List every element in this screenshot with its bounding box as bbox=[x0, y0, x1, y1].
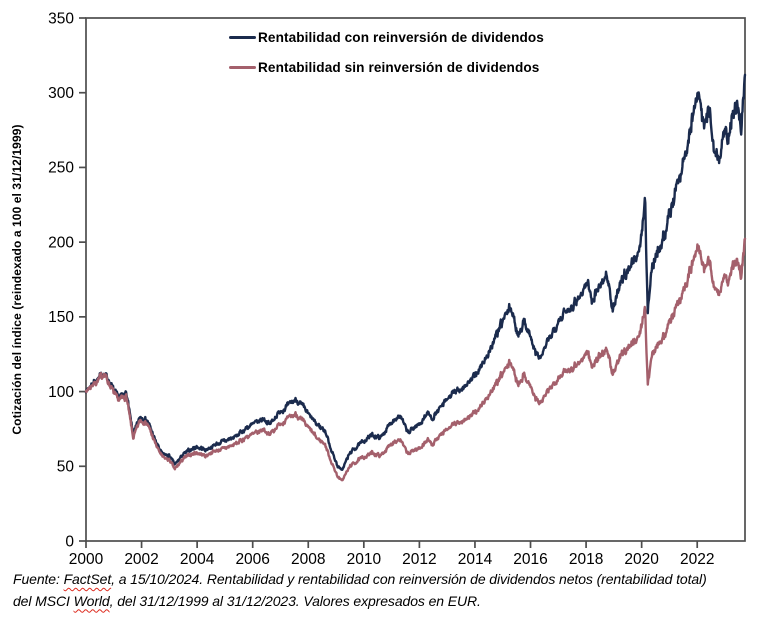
y-axis-title: Cotización del índice (reindexado a 100 … bbox=[10, 124, 24, 435]
svg-text:150: 150 bbox=[48, 309, 74, 326]
svg-text:350: 350 bbox=[48, 10, 74, 27]
source-note: Fuente: FactSet, a 15/10/2024. Rentabili… bbox=[13, 569, 753, 612]
source-text: del MSCI bbox=[13, 592, 74, 609]
svg-text:250: 250 bbox=[48, 160, 74, 177]
svg-text:2002: 2002 bbox=[124, 551, 158, 566]
svg-text:2022: 2022 bbox=[680, 551, 714, 566]
svg-text:2000: 2000 bbox=[69, 551, 104, 566]
svg-text:2006: 2006 bbox=[235, 551, 269, 566]
source-text: , del 31/12/1999 al 31/12/2023. Valores … bbox=[109, 592, 481, 609]
legend-item-price-return: Rentabilidad sin reinversión de dividend… bbox=[229, 59, 544, 76]
legend-label-price-return: Rentabilidad sin reinversión de dividend… bbox=[258, 60, 540, 75]
legend-label-total-return: Rentabilidad con reinversión de dividend… bbox=[258, 30, 544, 45]
plot-svg: 0 50 100 150 200 250 300 350 2000 2002 2004 2006 200… bbox=[48, 10, 747, 566]
svg-text:2016: 2016 bbox=[513, 551, 547, 566]
source-note-line-2: del MSCI World, del 31/12/1999 al 31/12/… bbox=[13, 591, 753, 613]
svg-text:2018: 2018 bbox=[569, 551, 603, 566]
chart-legend: Rentabilidad con reinversión de dividend… bbox=[229, 29, 544, 89]
source-note-line-1: Fuente: FactSet, a 15/10/2024. Rentabili… bbox=[13, 569, 753, 591]
source-text: , a 15/10/2024. Rentabilidad y rentabili… bbox=[111, 571, 707, 587]
svg-text:100: 100 bbox=[48, 384, 74, 401]
legend-swatch-total-return-icon bbox=[229, 35, 256, 40]
source-brand: FactSet bbox=[63, 571, 112, 587]
svg-text:50: 50 bbox=[57, 459, 75, 476]
svg-text:0: 0 bbox=[65, 533, 74, 550]
source-brand: World bbox=[73, 592, 110, 609]
svg-text:2010: 2010 bbox=[347, 551, 382, 566]
svg-text:2012: 2012 bbox=[402, 551, 436, 566]
legend-item-total-return: Rentabilidad con reinversión de dividend… bbox=[229, 29, 544, 46]
legend-swatch-price-return-icon bbox=[229, 65, 256, 70]
svg-text:2004: 2004 bbox=[180, 551, 215, 566]
svg-text:300: 300 bbox=[48, 85, 74, 102]
svg-text:200: 200 bbox=[48, 234, 74, 251]
svg-text:2008: 2008 bbox=[291, 551, 325, 566]
svg-text:2020: 2020 bbox=[624, 551, 659, 566]
svg-text:2014: 2014 bbox=[458, 551, 493, 566]
source-text: Fuente: bbox=[13, 571, 64, 587]
